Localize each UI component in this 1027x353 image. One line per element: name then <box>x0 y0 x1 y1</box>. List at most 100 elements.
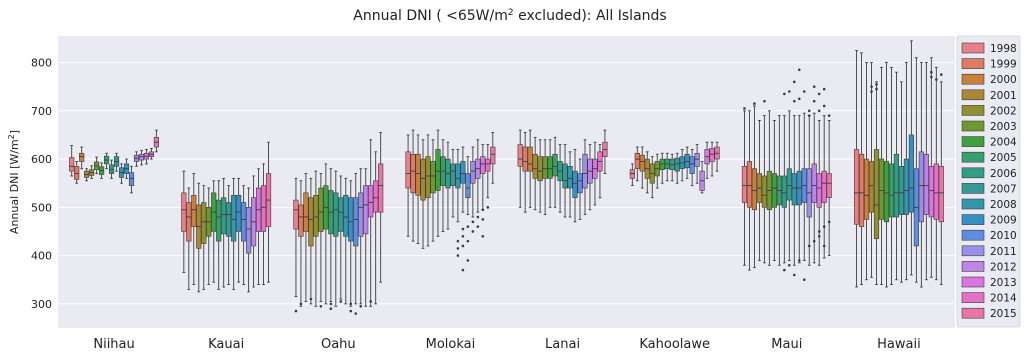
box <box>873 149 880 240</box>
box <box>928 166 934 218</box>
box-plot <box>761 115 767 264</box>
outlier-point <box>456 254 460 257</box>
box-plot <box>133 151 140 167</box>
box-plot <box>490 132 496 184</box>
box <box>181 192 187 232</box>
box-plot <box>343 177 349 305</box>
box-plot <box>577 158 583 220</box>
box <box>893 153 900 218</box>
legend-item: 2004 <box>961 136 1017 149</box>
box <box>246 207 252 254</box>
box-plot <box>118 163 125 184</box>
box-plot <box>338 175 344 300</box>
box-plot <box>148 148 155 160</box>
box-plot <box>358 168 364 305</box>
box-plot <box>572 148 578 223</box>
legend-item: 2006 <box>961 167 1017 180</box>
box <box>577 173 583 194</box>
box <box>821 170 827 203</box>
outlier-point <box>817 109 821 113</box>
outlier-point <box>875 87 878 91</box>
box <box>415 153 421 196</box>
box-plot <box>128 165 135 194</box>
x-tick-label: Kahoolawe <box>639 337 710 352</box>
legend-swatch <box>961 245 985 257</box>
outlier-point <box>797 68 801 72</box>
box-plot <box>639 146 645 189</box>
box-plot <box>485 144 491 199</box>
box-plot <box>913 57 919 283</box>
box-plot <box>756 120 762 261</box>
box-plot <box>378 132 384 283</box>
outlier-point <box>792 80 796 84</box>
legend-label: 2003 <box>990 121 1017 133</box>
box <box>888 163 895 218</box>
box-plot <box>251 175 257 288</box>
outlier-point <box>476 225 480 228</box>
box-plot <box>475 139 481 213</box>
legend-swatch <box>961 276 985 288</box>
box <box>470 161 476 184</box>
box <box>826 173 832 198</box>
box <box>231 194 237 242</box>
box <box>567 166 573 189</box>
box-plot <box>265 141 272 283</box>
box-plot <box>791 115 797 266</box>
box-plot <box>94 156 100 175</box>
box-plot <box>236 177 242 283</box>
box-plot <box>714 141 720 172</box>
box-plot <box>313 170 319 307</box>
outlier-point <box>369 300 373 303</box>
box-plot <box>587 144 593 211</box>
box <box>634 152 640 170</box>
outlier-point <box>299 302 303 306</box>
box <box>542 156 548 179</box>
legend-label: 2007 <box>990 183 1017 195</box>
outlier-point <box>802 278 806 282</box>
outlier-point <box>486 206 490 209</box>
box <box>522 146 528 172</box>
outlier-point <box>339 300 343 303</box>
outlier-point <box>466 239 470 243</box>
box <box>853 149 860 225</box>
box-plot <box>153 129 160 153</box>
box <box>639 154 645 172</box>
legend-label: 2014 <box>990 293 1017 305</box>
box-plot <box>863 62 870 281</box>
box <box>863 158 870 220</box>
box <box>480 156 486 174</box>
box-plot <box>211 180 217 283</box>
box <box>684 153 690 169</box>
y-tick-label: 600 <box>31 153 52 166</box>
box-plot <box>602 129 608 175</box>
outlier-point <box>870 90 873 93</box>
x-tick-label: Oahu <box>321 337 356 352</box>
box-plot <box>699 161 705 194</box>
box-plot <box>103 152 110 170</box>
box-plot <box>260 163 267 286</box>
box-plot <box>143 148 150 165</box>
outlier-point <box>797 97 801 101</box>
box-plot <box>853 50 860 288</box>
box <box>69 157 75 172</box>
box-plot <box>694 144 700 184</box>
outlier-point <box>471 220 475 224</box>
outlier-point <box>471 230 475 233</box>
box <box>308 197 314 247</box>
box <box>378 163 384 213</box>
box-plot <box>465 156 471 216</box>
legend-item: 2005 <box>961 151 1017 164</box>
box-plot <box>328 168 334 302</box>
outlier-point <box>481 208 485 212</box>
box-plot <box>353 173 359 305</box>
legend-item: 2008 <box>961 198 1017 211</box>
box <box>430 161 436 194</box>
box-plot <box>811 112 817 264</box>
box-plot <box>113 152 120 172</box>
box <box>241 202 247 242</box>
outlier-point <box>807 114 811 117</box>
box <box>201 202 207 244</box>
box <box>923 153 929 215</box>
box-plot <box>231 177 237 290</box>
box-plot <box>108 159 115 179</box>
